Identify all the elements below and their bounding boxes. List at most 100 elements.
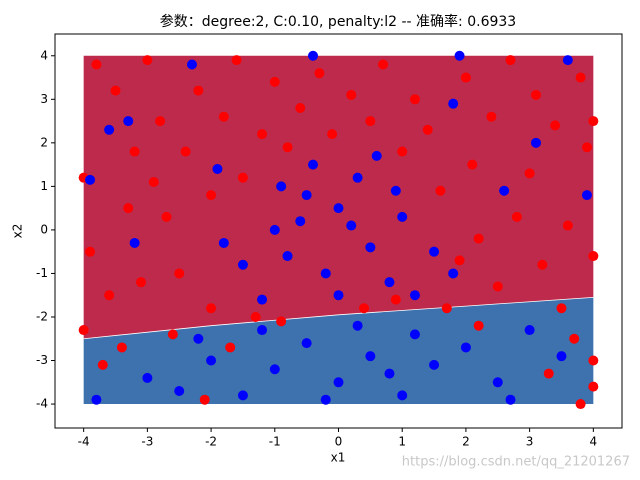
- x-axis-label: x1: [331, 451, 346, 465]
- point: [250, 311, 261, 322]
- point: [543, 368, 554, 379]
- point: [193, 333, 204, 344]
- point: [422, 124, 433, 135]
- point: [129, 146, 140, 157]
- x-tick-label: 4: [590, 435, 598, 449]
- point: [409, 94, 420, 105]
- y-tick-label: -3: [36, 353, 48, 367]
- point: [473, 233, 484, 244]
- point: [295, 103, 306, 114]
- point: [575, 399, 586, 410]
- point: [91, 394, 102, 405]
- point: [384, 277, 395, 288]
- point: [530, 137, 541, 148]
- point: [180, 146, 191, 157]
- point: [454, 50, 465, 61]
- y-tick-label: -2: [36, 309, 48, 323]
- point: [320, 268, 331, 279]
- point: [276, 181, 287, 192]
- point: [492, 377, 503, 388]
- point: [397, 146, 408, 157]
- point: [110, 85, 121, 96]
- point: [448, 268, 459, 279]
- y-tick-label: 4: [40, 48, 48, 62]
- point: [104, 290, 115, 301]
- point: [390, 294, 401, 305]
- point: [588, 116, 599, 127]
- point: [320, 394, 331, 405]
- point: [530, 89, 541, 100]
- upper-region: [83, 55, 594, 339]
- point: [460, 342, 471, 353]
- lower-region: [83, 297, 594, 405]
- point: [161, 211, 172, 222]
- point: [148, 177, 159, 188]
- point: [225, 342, 236, 353]
- x-tick-label: 3: [526, 435, 534, 449]
- chart-title: 参数：degree:2, C:0.10, penalty:l2 -- 准确率: …: [160, 13, 516, 30]
- point: [435, 185, 446, 196]
- point: [409, 329, 420, 340]
- point: [218, 237, 229, 248]
- point: [524, 325, 535, 336]
- point: [569, 333, 580, 344]
- point: [123, 203, 134, 214]
- point: [97, 359, 108, 370]
- point: [78, 325, 89, 336]
- point: [276, 316, 287, 327]
- point: [257, 294, 268, 305]
- point: [346, 89, 357, 100]
- point: [269, 224, 280, 235]
- y-tick-label: -4: [36, 397, 48, 411]
- point: [441, 303, 452, 314]
- point: [448, 98, 459, 109]
- point: [492, 281, 503, 292]
- point: [237, 390, 248, 401]
- point: [467, 159, 478, 170]
- point: [142, 372, 153, 383]
- point: [378, 59, 389, 70]
- point: [314, 68, 325, 79]
- y-axis-label: x2: [11, 224, 25, 239]
- point: [282, 251, 293, 262]
- point: [397, 211, 408, 222]
- point: [550, 120, 561, 131]
- point: [218, 111, 229, 122]
- point: [174, 268, 185, 279]
- point: [588, 251, 599, 262]
- y-tick-label: 2: [40, 135, 48, 149]
- x-tick-label: -3: [141, 435, 153, 449]
- point: [333, 377, 344, 388]
- point: [237, 172, 248, 183]
- point: [460, 72, 471, 83]
- point: [537, 259, 548, 270]
- point: [390, 185, 401, 196]
- point: [473, 320, 484, 331]
- point: [409, 290, 420, 301]
- point: [505, 55, 516, 66]
- point: [581, 190, 592, 201]
- x-tick-label: 0: [335, 435, 343, 449]
- point: [308, 50, 319, 61]
- point: [562, 220, 573, 231]
- point: [486, 111, 497, 122]
- point: [429, 246, 440, 257]
- point: [206, 355, 217, 366]
- point: [371, 150, 382, 161]
- point: [333, 203, 344, 214]
- point: [499, 185, 510, 196]
- point: [206, 303, 217, 314]
- point: [85, 246, 96, 257]
- point: [237, 259, 248, 270]
- point: [269, 76, 280, 87]
- point: [301, 190, 312, 201]
- point: [269, 364, 280, 375]
- x-tick-label: 1: [398, 435, 406, 449]
- point: [186, 59, 197, 70]
- point: [556, 351, 567, 362]
- point: [562, 55, 573, 66]
- point: [358, 303, 369, 314]
- point: [116, 342, 127, 353]
- point: [333, 290, 344, 301]
- x-tick-label: -1: [269, 435, 281, 449]
